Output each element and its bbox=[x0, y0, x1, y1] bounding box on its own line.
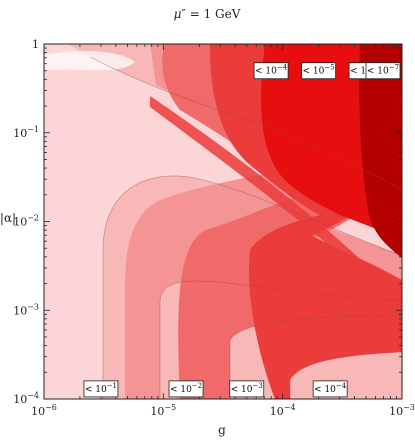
region-label: < 10−4 bbox=[312, 380, 348, 398]
x-tick-label: 10−4 bbox=[270, 403, 296, 418]
y-tick-label-exponent: −4 bbox=[27, 391, 39, 400]
region-label-exponent: −4 bbox=[277, 64, 288, 72]
region-label: < 10−1 bbox=[83, 380, 119, 398]
x-tick-labels: 10−6 10−5 10−4 10−3 bbox=[31, 403, 415, 418]
y-tick-label-exponent: −1 bbox=[27, 125, 39, 134]
y-tick-label: 10−3 bbox=[13, 302, 39, 317]
region-level-7 bbox=[359, 44, 402, 258]
region-label: < 10−5 bbox=[301, 62, 336, 80]
y-tick-label: 10−4 bbox=[13, 391, 39, 406]
contour-line-level-4 bbox=[289, 351, 402, 399]
region-label-base: < 10 bbox=[170, 385, 192, 395]
region-label: < 10−7 bbox=[365, 62, 401, 80]
region-label-base: < 10 bbox=[302, 67, 324, 77]
x-tick-label: 10−3 bbox=[389, 403, 415, 418]
plot-title-var: μ″ bbox=[174, 7, 187, 21]
region-label: < 10−4 bbox=[253, 62, 289, 80]
y-tick-label-base: 10 bbox=[13, 216, 27, 229]
region-label-box bbox=[253, 62, 289, 80]
x-tick-label: 10−6 bbox=[31, 403, 57, 418]
region-label-box bbox=[301, 62, 336, 80]
white-finger bbox=[44, 50, 135, 71]
x-tick-label-base: 10 bbox=[389, 405, 403, 418]
region-label-text: < 10−7 bbox=[367, 64, 399, 77]
y-axis-label: |α| bbox=[0, 211, 16, 225]
x-tick-label-base: 10 bbox=[31, 405, 45, 418]
y-tick-label-base: 1 bbox=[32, 38, 39, 51]
contour-line-level-5 bbox=[89, 56, 402, 191]
y-tick-label: 1 bbox=[32, 38, 39, 51]
y-tick-label-exponent: −3 bbox=[27, 302, 39, 311]
y-tick-label-base: 10 bbox=[13, 304, 27, 317]
y-tick-label-base: 10 bbox=[13, 127, 27, 140]
region-label-box bbox=[229, 380, 265, 398]
plot-title: μ″ = 1 GeV bbox=[174, 7, 241, 21]
y-tick-labels: 10−410−310−210−11 bbox=[13, 38, 39, 406]
x-tick-label-exponent: −6 bbox=[45, 403, 57, 412]
x-tick-label-base: 10 bbox=[270, 405, 284, 418]
region-label-text: < 10−4 bbox=[255, 64, 288, 77]
axis-ticks bbox=[43, 43, 403, 400]
region-label: < 10−3 bbox=[229, 380, 265, 398]
region-label-exponent: −7 bbox=[389, 64, 399, 72]
x-tick-label-exponent: −4 bbox=[284, 403, 296, 412]
contour-regions bbox=[44, 44, 402, 399]
region-label-text: < 10−2 bbox=[170, 382, 202, 395]
region-label-base: < 10 bbox=[255, 67, 277, 77]
y-tick-label: 10−2 bbox=[13, 214, 39, 229]
contour-line-level-3 bbox=[229, 314, 402, 399]
x-tick-label-exponent: −5 bbox=[164, 403, 176, 412]
region-label-exponent: −3 bbox=[253, 382, 263, 390]
region-label-text: < 10−1 bbox=[85, 382, 117, 395]
region-label-exponent: −1 bbox=[107, 382, 117, 390]
region-labels: < 10−1 < 10−2 < 10−3 < 10−4< 10−4 < 10−5 < 10… bbox=[83, 62, 401, 398]
region-label-box bbox=[168, 380, 204, 398]
region-label-exponent: −5 bbox=[324, 64, 334, 72]
diagonal-band bbox=[150, 96, 402, 312]
plot-title-text: μ″ = 1 GeV bbox=[174, 7, 241, 21]
x-tick-label-exponent: −3 bbox=[403, 403, 415, 412]
region-label-box bbox=[83, 380, 119, 398]
region-label-text: < 10−4 bbox=[314, 382, 347, 395]
region-label-base: < 10 bbox=[367, 67, 389, 77]
y-tick-label-exponent: −2 bbox=[27, 214, 39, 223]
region-label: < 10−2 bbox=[168, 380, 204, 398]
y-tick-label: 10−1 bbox=[13, 125, 39, 140]
contour-line-level-2 bbox=[159, 280, 402, 399]
region-label-text: < 10−5 bbox=[302, 64, 334, 77]
region-label-base: < 10 bbox=[314, 385, 336, 395]
plot-title-rest: = 1 GeV bbox=[186, 7, 241, 21]
region-label-exponent: −4 bbox=[336, 382, 347, 390]
region-label-base: < 10 bbox=[350, 67, 372, 77]
region-label-exponent: −2 bbox=[192, 382, 202, 390]
x-tick-label-base: 10 bbox=[150, 405, 164, 418]
region-label-base: < 10 bbox=[85, 385, 107, 395]
region-label-text: < 10−3 bbox=[231, 382, 263, 395]
x-axis-label: g bbox=[218, 423, 226, 437]
region-label-box bbox=[312, 380, 348, 398]
region-label-box bbox=[365, 62, 401, 80]
region-label-base: < 10 bbox=[231, 385, 253, 395]
x-tick-label: 10−5 bbox=[150, 403, 176, 418]
y-tick-label-base: 10 bbox=[13, 393, 27, 406]
